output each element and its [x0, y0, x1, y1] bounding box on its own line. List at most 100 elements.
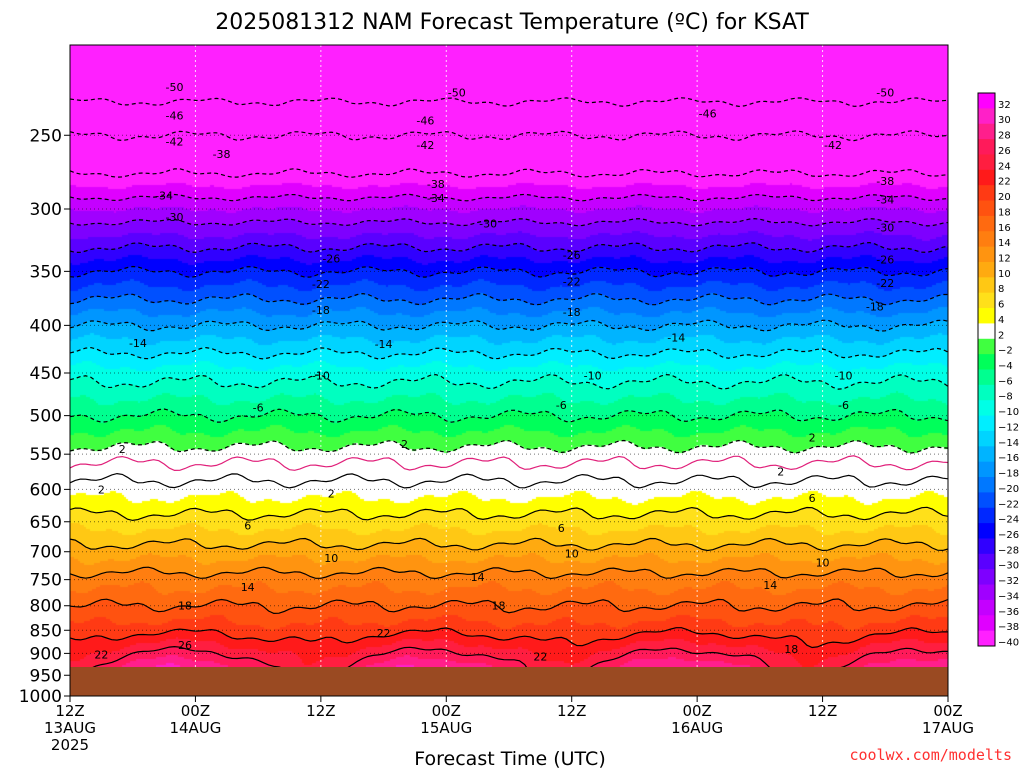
colorbar-label: −30 — [998, 561, 1019, 572]
isotherm--50 — [69, 97, 949, 108]
isotherm--30 — [69, 241, 949, 254]
x-tick-label: 2025 — [51, 736, 89, 754]
contour-label: -18 — [563, 306, 581, 319]
contour-label: 10 — [816, 557, 830, 570]
contour-label: 2 — [119, 443, 126, 456]
y-tick-label: 950 — [30, 666, 62, 686]
contour-label: -22 — [312, 278, 330, 291]
plot-frame — [69, 44, 949, 697]
colorbar-label: −40 — [998, 638, 1019, 649]
colorbar-label: 28 — [998, 131, 1011, 142]
colorbar-label: 14 — [998, 238, 1011, 249]
colorbar-swatch — [978, 599, 995, 616]
contour-label: -10 — [312, 370, 330, 383]
colorbar-label: −2 — [998, 346, 1013, 357]
contour-label: 2 — [777, 465, 784, 478]
y-tick-label: 350 — [30, 262, 62, 282]
colorbar-label: −36 — [998, 607, 1019, 618]
contour-label: 2 — [98, 483, 105, 496]
colorbar-label: 6 — [998, 300, 1004, 311]
contour-label: -30 — [876, 221, 894, 234]
contour-label: -6 — [253, 401, 264, 414]
contour-label: -42 — [166, 136, 184, 149]
contour-label: 18 — [492, 600, 506, 613]
contour-label: -6 — [556, 399, 567, 412]
colorbar-label: 16 — [998, 223, 1011, 234]
contour-label: -18 — [312, 304, 330, 317]
contour-label: -26 — [322, 252, 340, 265]
y-tick-label: 300 — [30, 200, 62, 220]
colorbar-label: −18 — [998, 469, 1019, 480]
isotherm-0 — [69, 455, 949, 472]
colorbar-label: −32 — [998, 576, 1019, 587]
isotherm--22 — [69, 292, 948, 306]
colorbar-label: 32 — [998, 100, 1011, 111]
contour-label: -50 — [448, 87, 466, 100]
y-tick-label: 850 — [30, 621, 62, 641]
isotherm-6 — [69, 506, 949, 522]
x-tick-label: 13AUG — [44, 719, 96, 737]
x-tick-label: 14AUG — [169, 719, 221, 737]
colorbar-swatch — [978, 308, 995, 324]
colorbar-swatch — [978, 215, 995, 232]
contour-label: -22 — [563, 276, 581, 289]
colorbar-label: −28 — [998, 545, 1019, 556]
contour-label: -42 — [416, 139, 434, 152]
x-tick-label: 12Z — [557, 702, 586, 720]
colorbar-swatch — [978, 615, 995, 632]
colorbar-label: −12 — [998, 422, 1019, 433]
y-tick-label: 700 — [30, 543, 62, 563]
colorbar-swatch — [978, 507, 995, 524]
colorbar-label: 12 — [998, 253, 1011, 264]
colorbar-swatch — [978, 369, 995, 386]
contour-label: -10 — [834, 370, 852, 383]
colorbar-label: 18 — [998, 207, 1011, 218]
colorbar-swatch — [978, 430, 995, 447]
colorbar-label: −6 — [998, 376, 1013, 387]
plot-area — [70, 45, 948, 667]
isotherm--38 — [69, 193, 949, 202]
chart-title: 2025081312 NAM Forecast Temperature (ºC)… — [215, 10, 809, 35]
x-tick-label: 00Z — [181, 702, 210, 720]
y-tick-label: 650 — [30, 513, 62, 533]
temperature-field-image — [70, 45, 948, 667]
contour-label: 2 — [401, 438, 408, 451]
isotherm--46 — [69, 130, 949, 142]
colorbar-swatch — [978, 277, 995, 294]
y-tick-label: 500 — [30, 407, 62, 427]
x-tick-label: 12Z — [808, 702, 837, 720]
colorbar-label: 8 — [998, 284, 1004, 295]
colorbar-swatch — [978, 630, 995, 647]
colorbar-swatch — [978, 231, 995, 248]
colorbar-label: −16 — [998, 453, 1019, 464]
contour-layer — [69, 97, 949, 687]
colorbar-swatch — [978, 338, 995, 355]
colorbar-swatch — [978, 461, 995, 478]
colorbar-swatch — [978, 354, 995, 370]
y-tick-label: 750 — [30, 571, 62, 591]
colorbar-swatch — [978, 139, 995, 155]
y-tick-label: 1000 — [19, 687, 62, 707]
isotherm--2 — [69, 439, 949, 454]
contour-label: -50 — [166, 81, 184, 94]
contour-label: -6 — [838, 399, 849, 412]
contour-label: -46 — [699, 108, 717, 121]
colorbar-label: 24 — [998, 161, 1011, 172]
contour-label-layer: -50 -50 -50-46 -46-46-42 -42 -42-38-38 -38-34-… — [94, 81, 894, 690]
colorbar-label: 30 — [998, 115, 1011, 126]
contour-label: 14 — [763, 579, 777, 592]
x-tick-label: 12Z — [55, 702, 84, 720]
colorbar-legend: 32 30 28 26 24 22 20 18 16 14 12 10 8 6 4 2 −2 −4 −6 −8 −10 −… — [977, 92, 1019, 649]
colorbar-label: −10 — [998, 407, 1019, 418]
colorbar-frame — [977, 92, 996, 647]
colorbar-swatch — [978, 477, 995, 493]
colorbar-swatch — [978, 200, 995, 217]
y-tick-label: 800 — [30, 597, 62, 617]
contour-label: 22 — [533, 651, 547, 664]
colorbar-label: 26 — [998, 146, 1011, 157]
x-tick-label: 16AUG — [671, 719, 723, 737]
isotherm--34 — [69, 217, 949, 227]
colorbar-label: 2 — [998, 330, 1004, 341]
colorbar-swatch — [978, 169, 995, 186]
